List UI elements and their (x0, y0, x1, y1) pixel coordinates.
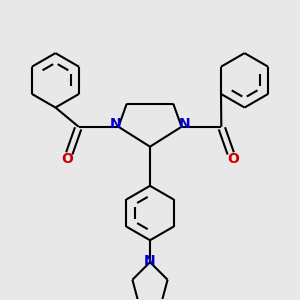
Text: O: O (227, 152, 239, 166)
Text: N: N (109, 117, 121, 131)
Text: N: N (144, 254, 156, 268)
Text: O: O (61, 152, 73, 166)
Text: N: N (179, 117, 191, 131)
